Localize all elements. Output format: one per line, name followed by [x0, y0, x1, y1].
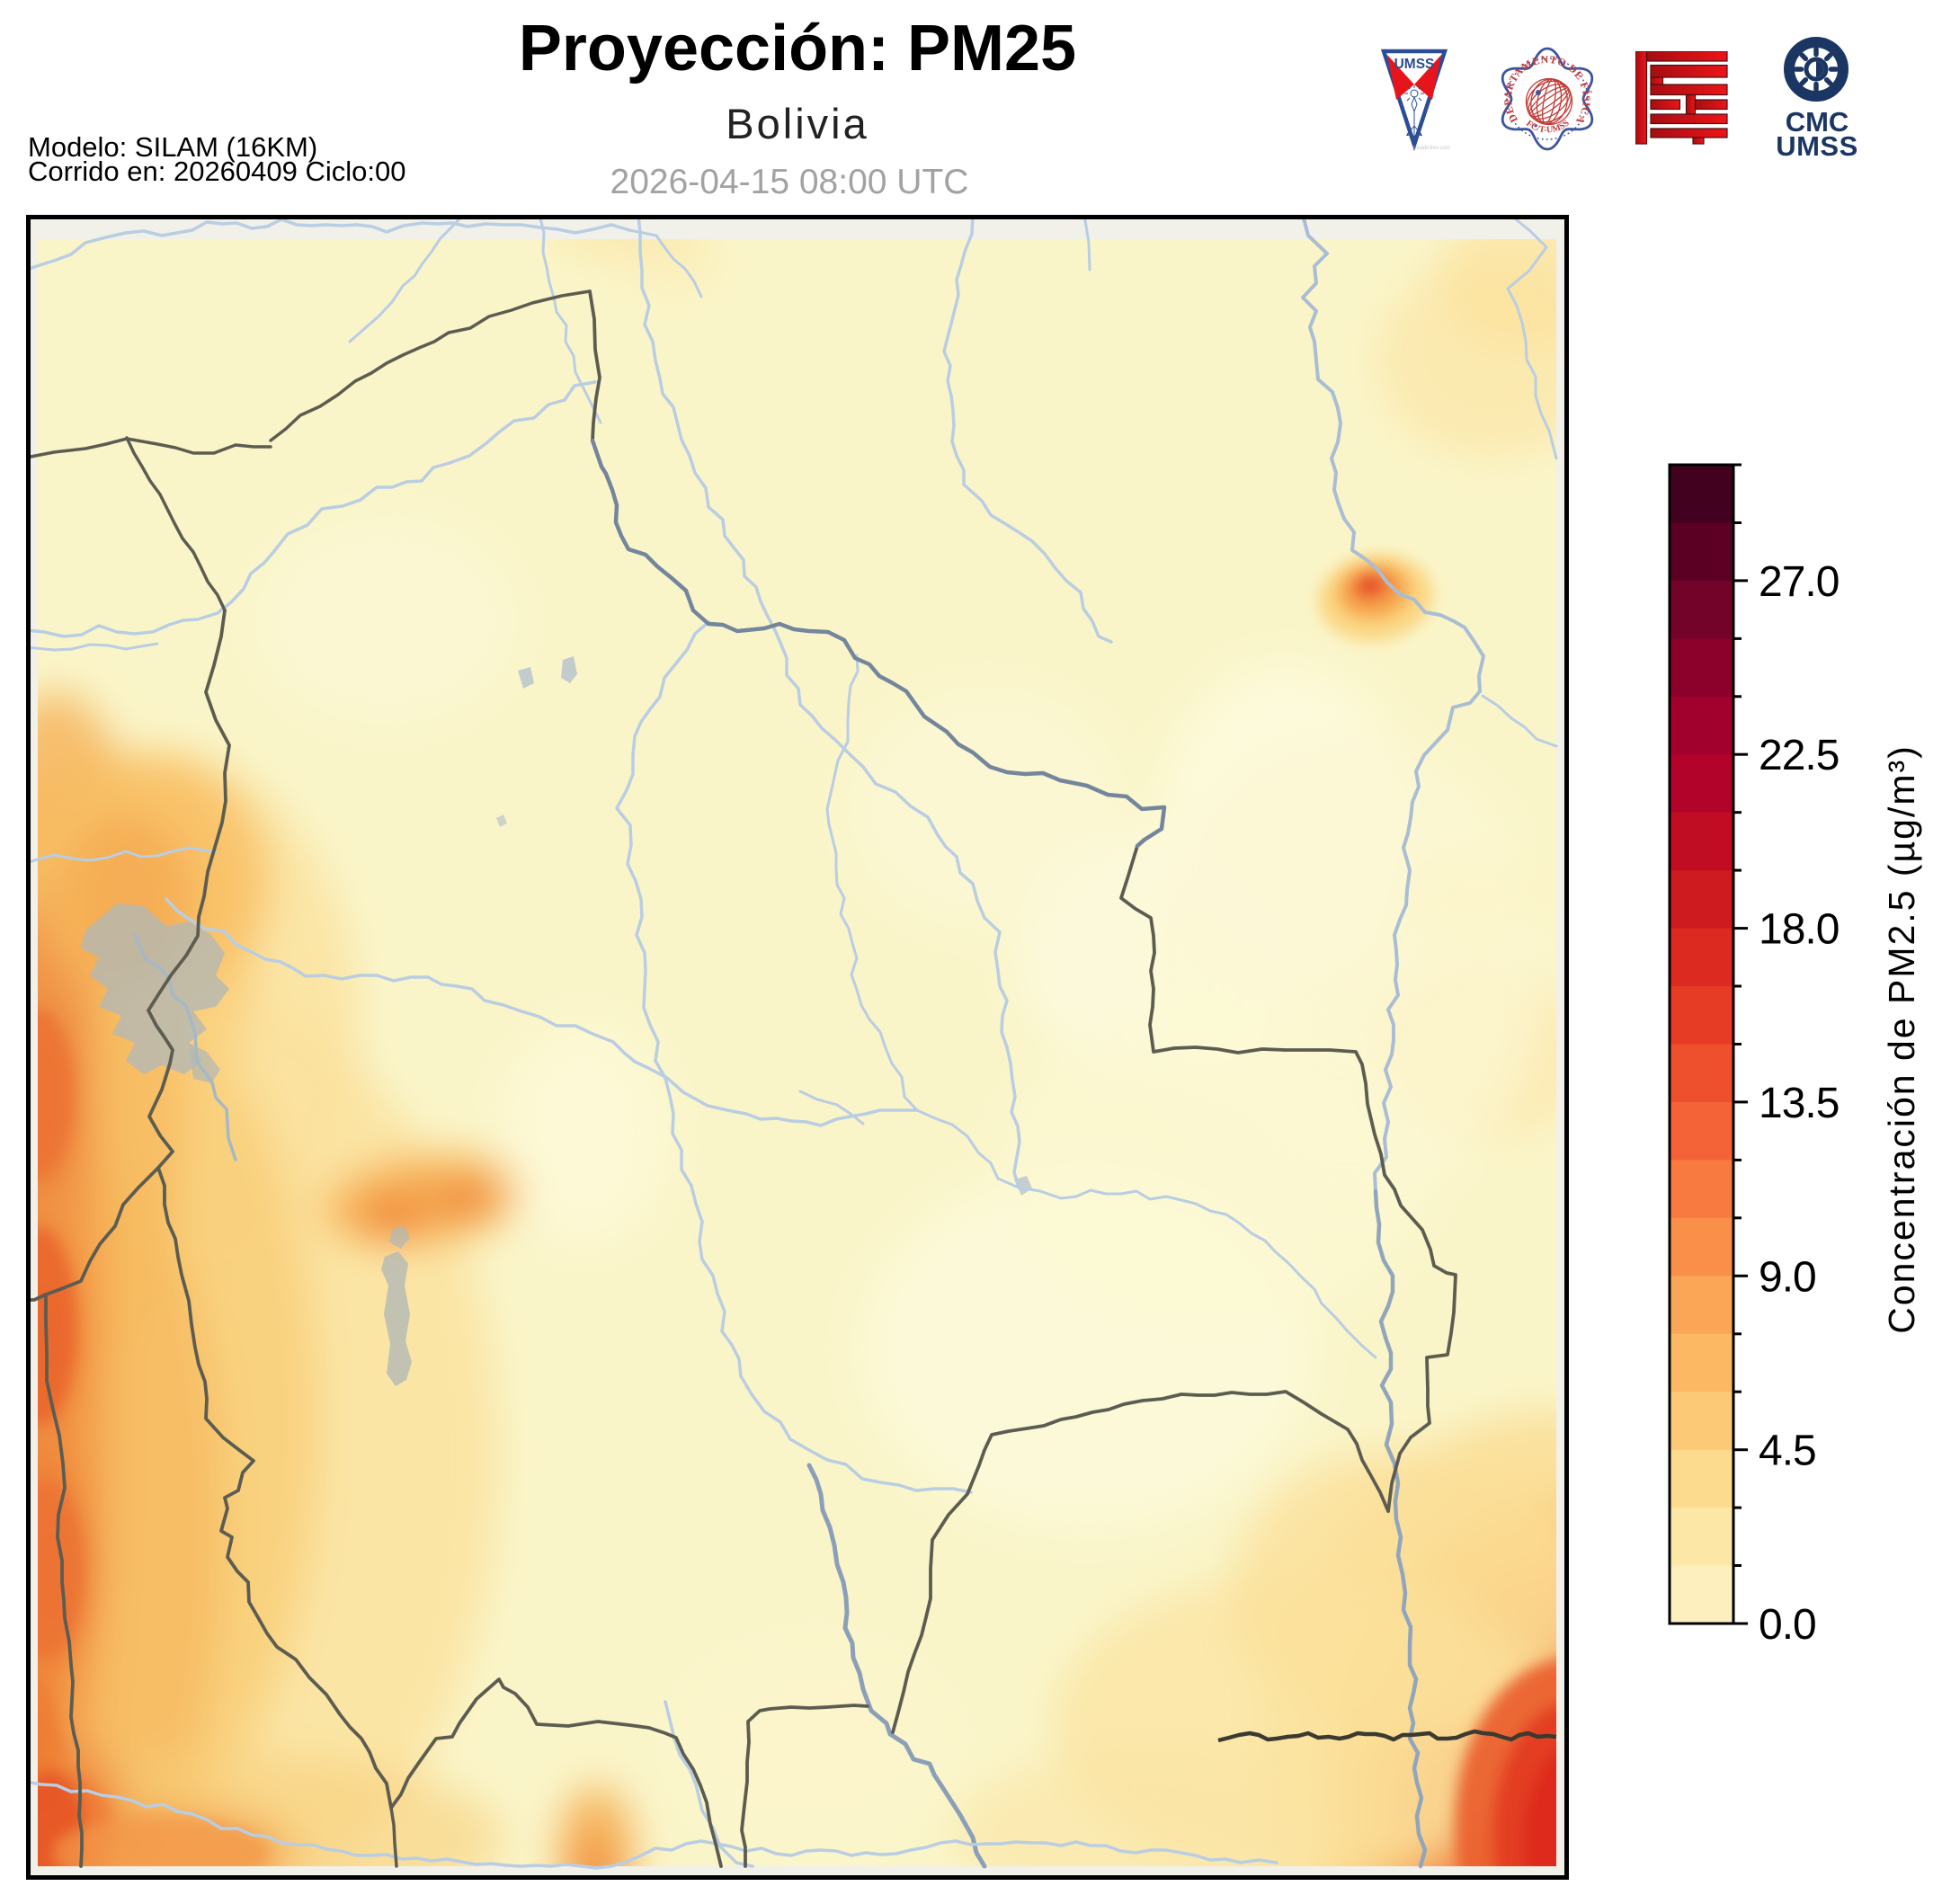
svg-text:4.5: 4.5 [1759, 1428, 1816, 1475]
svg-text:13.5: 13.5 [1759, 1080, 1839, 1127]
svg-text:18.0: 18.0 [1759, 906, 1839, 954]
svg-text:CMC: CMC [1786, 106, 1849, 138]
svg-text:DEPARTAMENTO DE FÍSICA: DEPARTAMENTO DE FÍSICA [1501, 53, 1593, 127]
svg-text:9.0: 9.0 [1759, 1253, 1816, 1301]
svg-text:UMSS: UMSS [1776, 130, 1858, 160]
svg-text:Concentración de PM2.5 (µg/m³): Concentración de PM2.5 (µg/m³) [1881, 744, 1922, 1334]
svg-text:UMSS: UMSS [1394, 57, 1435, 72]
svg-text:22.5: 22.5 [1759, 732, 1839, 779]
svg-text:27.0: 27.0 [1759, 558, 1839, 606]
svg-text:creadictivo.com: creadictivo.com [1412, 146, 1450, 151]
svg-text:0.0: 0.0 [1759, 1601, 1816, 1649]
